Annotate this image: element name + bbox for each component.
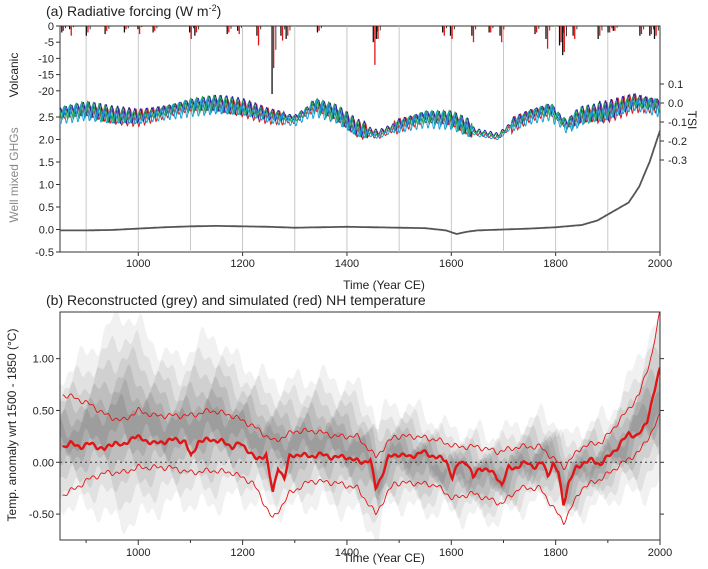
- ghg-series-line: [60, 130, 661, 235]
- tsi-series-line: [59, 97, 661, 141]
- panel-b-y-tick-label: 1.00: [33, 354, 54, 366]
- ghg-y-tick-label: 0.5: [39, 202, 54, 214]
- panel-b-y-axis-label: Temp. anomaly wrt 1500 - 1850 (°C): [5, 329, 19, 522]
- panel-a-frame: [59, 25, 661, 253]
- panel-b: 1000 1200 1400 1600 1800 2000 1.00 0.50 0.00 -0.5…: [29, 311, 672, 559]
- panel-b-plot: [60, 312, 660, 540]
- panel-b-x-tick-label: 1600: [439, 547, 463, 559]
- panel-a-x-tick-label: 1600: [439, 258, 463, 270]
- panel-b-x-axis-label: Time (Year CE): [343, 551, 425, 565]
- panel-b-y-tick-label: -0.50: [29, 509, 54, 521]
- panel-b-title: (b) Reconstructed (grey) and simulated (…: [46, 292, 426, 308]
- tsi-y-tick-label: -0.2: [668, 136, 687, 148]
- panel-b-frame: [59, 311, 661, 541]
- reconstruction-band: [60, 324, 660, 524]
- volcanic-y-tick-label: 0: [48, 21, 54, 33]
- panel-a-x-tick-label: 1800: [543, 258, 567, 270]
- panel-a: 1000 1200 1400 1600 1800 2000 0 -5 -10 -15 -20 2.5 2…: [35, 21, 687, 270]
- tsi-axis-label: TSI: [685, 111, 699, 130]
- simulation-lower-line: [62, 413, 660, 526]
- tsi-series-line: [60, 93, 661, 139]
- ghg-y-tick-label: 1.0: [39, 180, 54, 192]
- reconstruction-band: [60, 312, 660, 540]
- reconstruction-band: [60, 346, 660, 512]
- simulation-upper-line: [62, 312, 660, 471]
- panel-b-y-tick-label: 0.50: [33, 405, 54, 417]
- ghg-axis-label: Well mixed GHGs: [7, 127, 21, 222]
- panel-b-x-tick-label: 1200: [230, 547, 254, 559]
- volcanic-axis-label: Volcanic: [7, 53, 21, 98]
- volcanic-y-tick-label: -20: [38, 86, 54, 98]
- ghg-y-tick-label: -0.5: [35, 247, 54, 259]
- panel-a-x-tick-label: 1200: [230, 258, 254, 270]
- ghg-y-tick-label: 2.0: [39, 135, 54, 147]
- panel-b-x-tick-label: 1800: [543, 547, 567, 559]
- panel-b-x-tick-label: 1400: [335, 547, 359, 559]
- ghg-y-tick-label: 1.5: [39, 157, 54, 169]
- volcanic-y-tick-label: -5: [44, 37, 54, 49]
- volcanic-y-tick-label: -15: [38, 70, 54, 82]
- panel-b-x-tick-label: 2000: [648, 547, 672, 559]
- panel-a-x-tick-label: 1000: [126, 258, 150, 270]
- ghg-y-tick-label: 2.5: [39, 112, 54, 124]
- tsi-y-tick-label: 0.0: [668, 98, 683, 110]
- simulation-mean-line: [61, 367, 660, 506]
- reconstruction-band: [60, 364, 660, 510]
- tsi-y-tick-label: -0.1: [668, 117, 687, 129]
- panel-a-x-axis-label: Time (Year CE): [343, 278, 425, 292]
- panel-b-y-tick-label: 0.00: [33, 457, 54, 469]
- ghg-y-tick-label: 0.0: [39, 225, 54, 237]
- panel-a-x-tick-label: 1400: [335, 258, 359, 270]
- volcanic-y-tick-label: -10: [38, 53, 54, 65]
- reconstruction-band: [60, 379, 660, 505]
- reconstruction-band: [60, 391, 660, 497]
- tsi-y-tick-label: -0.3: [668, 155, 687, 167]
- panel-a-x-tick-label: 2000: [648, 258, 672, 270]
- panel-a-title: (a) Radiative forcing (W m-2): [46, 3, 221, 19]
- tsi-y-tick-label: 0.1: [668, 79, 683, 91]
- panel-b-x-tick-label: 1000: [126, 547, 150, 559]
